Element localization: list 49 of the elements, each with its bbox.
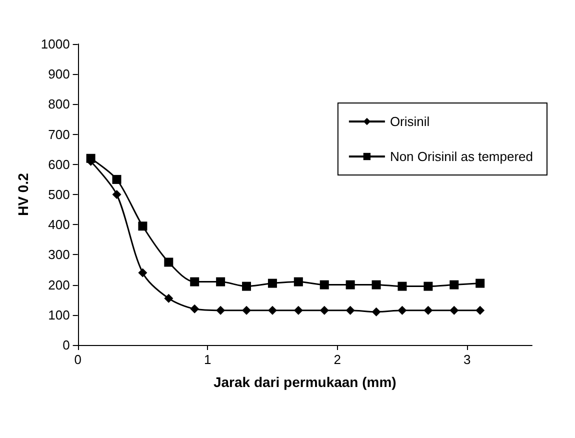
- point: [294, 277, 303, 286]
- point: [164, 258, 174, 267]
- point: [320, 280, 329, 290]
- point: [268, 306, 277, 315]
- point: [372, 280, 381, 290]
- y-tick-label: 900: [48, 66, 70, 82]
- point: [216, 277, 226, 286]
- point: [294, 306, 303, 315]
- y-tick-label: 1000: [40, 36, 70, 52]
- point: [164, 294, 174, 303]
- y-tick-label: 100: [48, 307, 70, 322]
- y-tick-label: 400: [48, 217, 70, 232]
- point: [450, 280, 459, 290]
- legend-label: Non Orisinil as tempered: [390, 149, 534, 164]
- point: [372, 307, 381, 316]
- y-axis-title: HV 0.2: [15, 172, 31, 216]
- x-tick-label: 3: [464, 352, 471, 367]
- point: [216, 306, 226, 315]
- point: [398, 282, 407, 291]
- point: [398, 306, 407, 315]
- point: [450, 306, 459, 315]
- point: [138, 268, 148, 278]
- point: [346, 306, 355, 315]
- point: [190, 304, 200, 314]
- x-tick-label: 0: [74, 352, 82, 367]
- point: [476, 306, 485, 315]
- point: [242, 306, 252, 315]
- point: [242, 282, 252, 291]
- y-tick-label: 600: [48, 156, 70, 172]
- x-tick-label: 2: [334, 352, 341, 367]
- y-tick-label: 300: [48, 247, 70, 262]
- y-tick-label: 0: [62, 338, 70, 352]
- point: [112, 174, 122, 184]
- point: [320, 306, 329, 315]
- y-tick-label: 800: [48, 96, 70, 112]
- point: [476, 278, 485, 288]
- y-tick-label: 200: [48, 277, 70, 292]
- point: [190, 277, 200, 286]
- legend-label: Orisinil: [390, 114, 430, 129]
- x-tick-label: 1: [204, 352, 212, 367]
- point: [424, 282, 433, 291]
- point: [346, 280, 355, 290]
- y-tick-label: 500: [48, 187, 70, 202]
- x-axis-title: Jarak dari permukaan (mm): [213, 374, 396, 390]
- point: [112, 190, 122, 199]
- point: [138, 222, 148, 231]
- point: [268, 278, 277, 288]
- point: [424, 306, 433, 315]
- y-tick-label: 700: [48, 126, 70, 142]
